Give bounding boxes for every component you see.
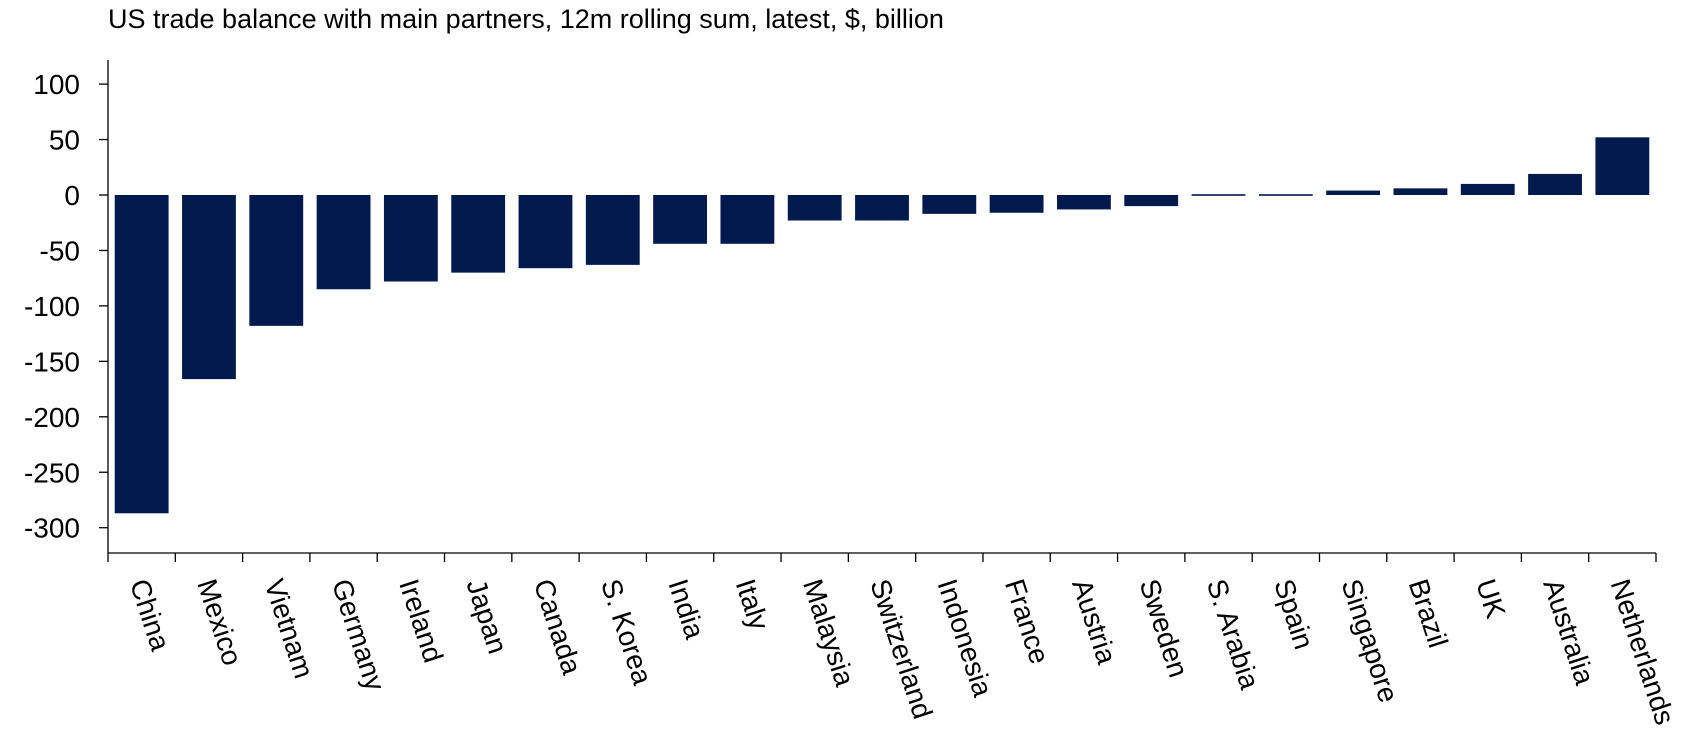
y-tick-label: -50 [40, 235, 80, 266]
x-tick-label: Japan [460, 575, 513, 657]
x-tick-label: Switzerland [864, 575, 938, 722]
y-tick-label: -200 [24, 402, 80, 433]
x-tick-label: Vietnam [259, 575, 320, 682]
x-tick-label: Germany [326, 575, 391, 694]
y-tick-label: -100 [24, 291, 80, 322]
y-tick-label: -150 [24, 346, 80, 377]
y-tick-label: -250 [24, 457, 80, 488]
bar [585, 195, 640, 265]
x-tick-label: UK [1470, 575, 1512, 622]
bars-group [114, 137, 1650, 514]
y-tick-label: 100 [33, 69, 80, 100]
x-tick-label: Brazil [1403, 575, 1454, 651]
x-tick-label: Sweden [1134, 575, 1195, 681]
bar [989, 195, 1044, 213]
bar [1191, 194, 1246, 196]
bar [1258, 194, 1313, 196]
x-tick-label: Mexico [191, 575, 248, 669]
y-tick-label: 50 [49, 125, 80, 156]
bar [1326, 190, 1381, 195]
bar [249, 195, 304, 326]
bar [1460, 183, 1515, 195]
bar [922, 195, 977, 214]
bar [383, 195, 438, 282]
bar [451, 195, 506, 273]
bar [855, 195, 909, 221]
bar [518, 195, 573, 269]
x-tick-label: S. Korea [595, 575, 658, 689]
y-axis: 100 50 0 -50 -100 -150 -200 -250 -300 [24, 60, 109, 553]
x-tick-label: S. Arabia [1201, 575, 1266, 693]
x-tick-label: Indonesia [932, 575, 999, 700]
x-tick-label: China [124, 575, 176, 655]
bar [1528, 173, 1582, 195]
x-tick-label: Malaysia [797, 575, 861, 690]
chart-title: US trade balance with main partners, 12m… [108, 4, 944, 34]
x-tick-label: India [662, 575, 710, 643]
x-tick-label: Canada [528, 575, 588, 678]
bar [1124, 195, 1179, 207]
bar [1393, 188, 1448, 195]
bar [720, 195, 775, 244]
x-tick-label: Australia [1537, 575, 1600, 689]
bar [653, 195, 708, 244]
x-tick-label: Austria [1066, 575, 1123, 668]
x-tick-label: Spain [1268, 575, 1320, 653]
x-tick-label: Netherlands [1605, 575, 1681, 728]
y-tick-label: 0 [64, 180, 80, 211]
bar [1056, 195, 1111, 210]
x-tick-label: Singapore [1335, 575, 1404, 706]
bar [114, 195, 169, 514]
bar [182, 195, 236, 380]
y-tick-label: -300 [24, 513, 80, 544]
bar [787, 195, 842, 221]
x-tick-label: France [999, 575, 1055, 667]
x-tick-label: Ireland [393, 575, 449, 666]
bar [1595, 137, 1650, 195]
bar [316, 195, 371, 290]
x-tick-label: Italy [730, 575, 775, 633]
x-axis: China Mexico Vietnam Germany Ireland Japan Can… [107, 552, 1681, 728]
